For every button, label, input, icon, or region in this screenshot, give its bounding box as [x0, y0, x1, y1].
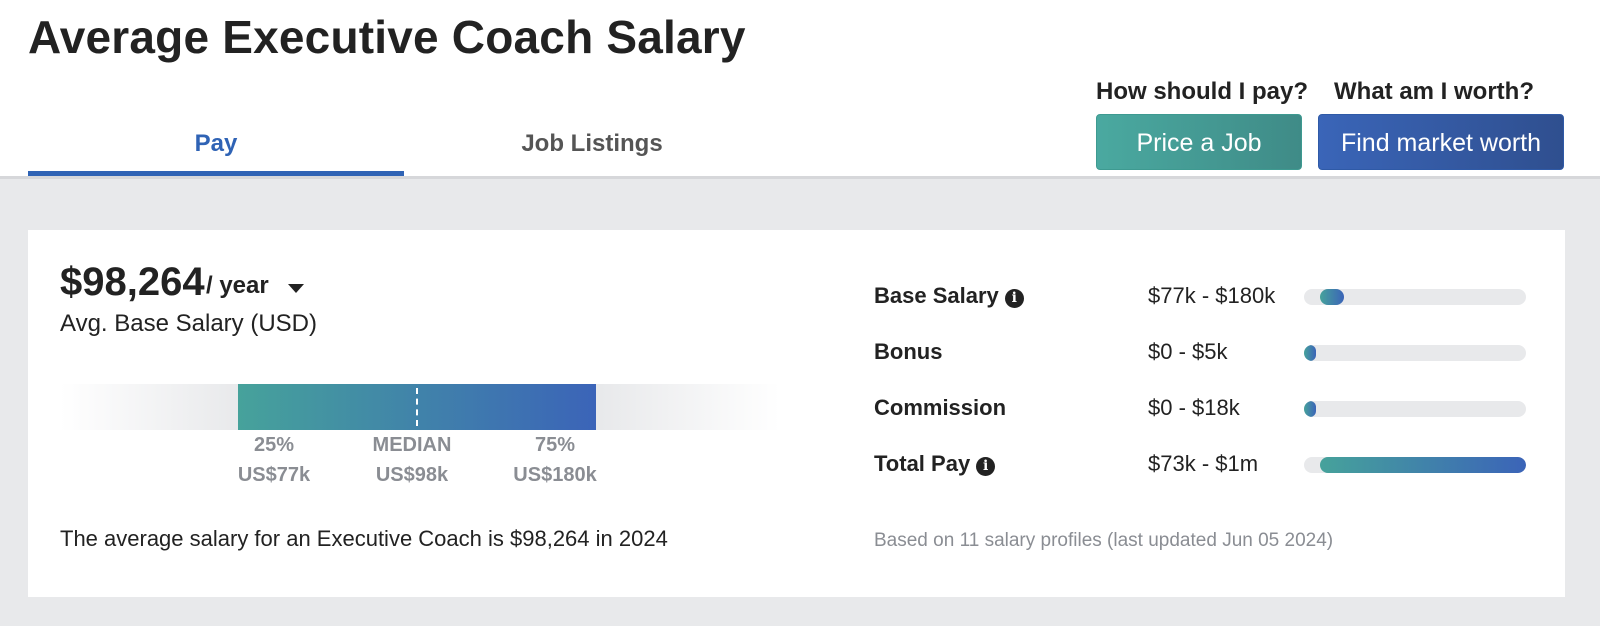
- info-icon[interactable]: i: [976, 457, 996, 476]
- data-footnote: Based on 11 salary profiles (last update…: [874, 530, 1334, 551]
- comp-range: $77k - $180k: [1148, 283, 1276, 308]
- comp-bar-track: [1304, 401, 1526, 417]
- comp-bar-track: [1304, 457, 1526, 473]
- p75-value: US$180k: [513, 464, 597, 486]
- page-header: Average Executive Coach Salary Pay Job L…: [0, 0, 1600, 178]
- worth-question-label: What am I worth?: [1334, 78, 1534, 105]
- comp-range: $0 - $5k: [1148, 339, 1228, 364]
- page-title: Average Executive Coach Salary: [28, 11, 746, 63]
- comp-range: $0 - $18k: [1148, 395, 1240, 420]
- comp-row-bonus: Bonus $0 - $5k: [874, 339, 1544, 369]
- comp-label-text: Bonus: [874, 339, 943, 364]
- comp-row-total-pay: Total Pay i $73k - $1m: [874, 451, 1544, 481]
- comp-row-base-salary: Base Salary i $77k - $180k: [874, 283, 1544, 313]
- comp-bar-track: [1304, 289, 1526, 305]
- header-divider: [0, 176, 1600, 179]
- info-icon[interactable]: i: [1004, 289, 1024, 308]
- comp-bar-fill: [1320, 457, 1526, 473]
- comp-label: Bonus: [874, 339, 942, 365]
- salary-period-label[interactable]: / year: [206, 272, 269, 299]
- comp-label-text: Commission: [874, 395, 1007, 420]
- price-a-job-button[interactable]: Price a Job: [1096, 114, 1302, 170]
- comp-bar-track: [1304, 345, 1526, 361]
- average-salary-amount: $98,264: [60, 260, 205, 304]
- comp-label: Base Salary i: [874, 283, 1024, 309]
- median-label: MEDIAN: [372, 434, 452, 456]
- price-question-label: How should I pay?: [1096, 78, 1309, 105]
- find-market-worth-button[interactable]: Find market worth: [1318, 114, 1564, 170]
- comp-label-text: Total Pay: [874, 451, 971, 476]
- comp-label-text: Base Salary: [874, 283, 999, 308]
- p25-label: 25%: [253, 434, 295, 456]
- tab-pay[interactable]: Pay: [28, 120, 404, 176]
- tab-job-listings[interactable]: Job Listings: [521, 130, 663, 157]
- salary-card: $98,264 / year Avg. Base Salary (USD) 25…: [28, 230, 1565, 597]
- comp-bar-fill: [1304, 401, 1316, 417]
- caret-down-icon[interactable]: [288, 284, 304, 293]
- median-value: US$98k: [375, 464, 449, 486]
- comp-bar-fill: [1320, 289, 1344, 305]
- average-salary-subtitle: Avg. Base Salary (USD): [60, 310, 317, 337]
- p75-label: 75%: [534, 434, 576, 456]
- comp-bar-fill: [1304, 345, 1316, 361]
- median-marker: [416, 388, 418, 426]
- salary-summary-text: The average salary for an Executive Coac…: [60, 526, 668, 551]
- comp-row-commission: Commission $0 - $18k: [874, 395, 1544, 425]
- comp-label: Commission: [874, 395, 1006, 421]
- comp-range: $73k - $1m: [1148, 451, 1259, 476]
- comp-label: Total Pay i: [874, 451, 996, 477]
- p25-value: US$77k: [237, 464, 311, 486]
